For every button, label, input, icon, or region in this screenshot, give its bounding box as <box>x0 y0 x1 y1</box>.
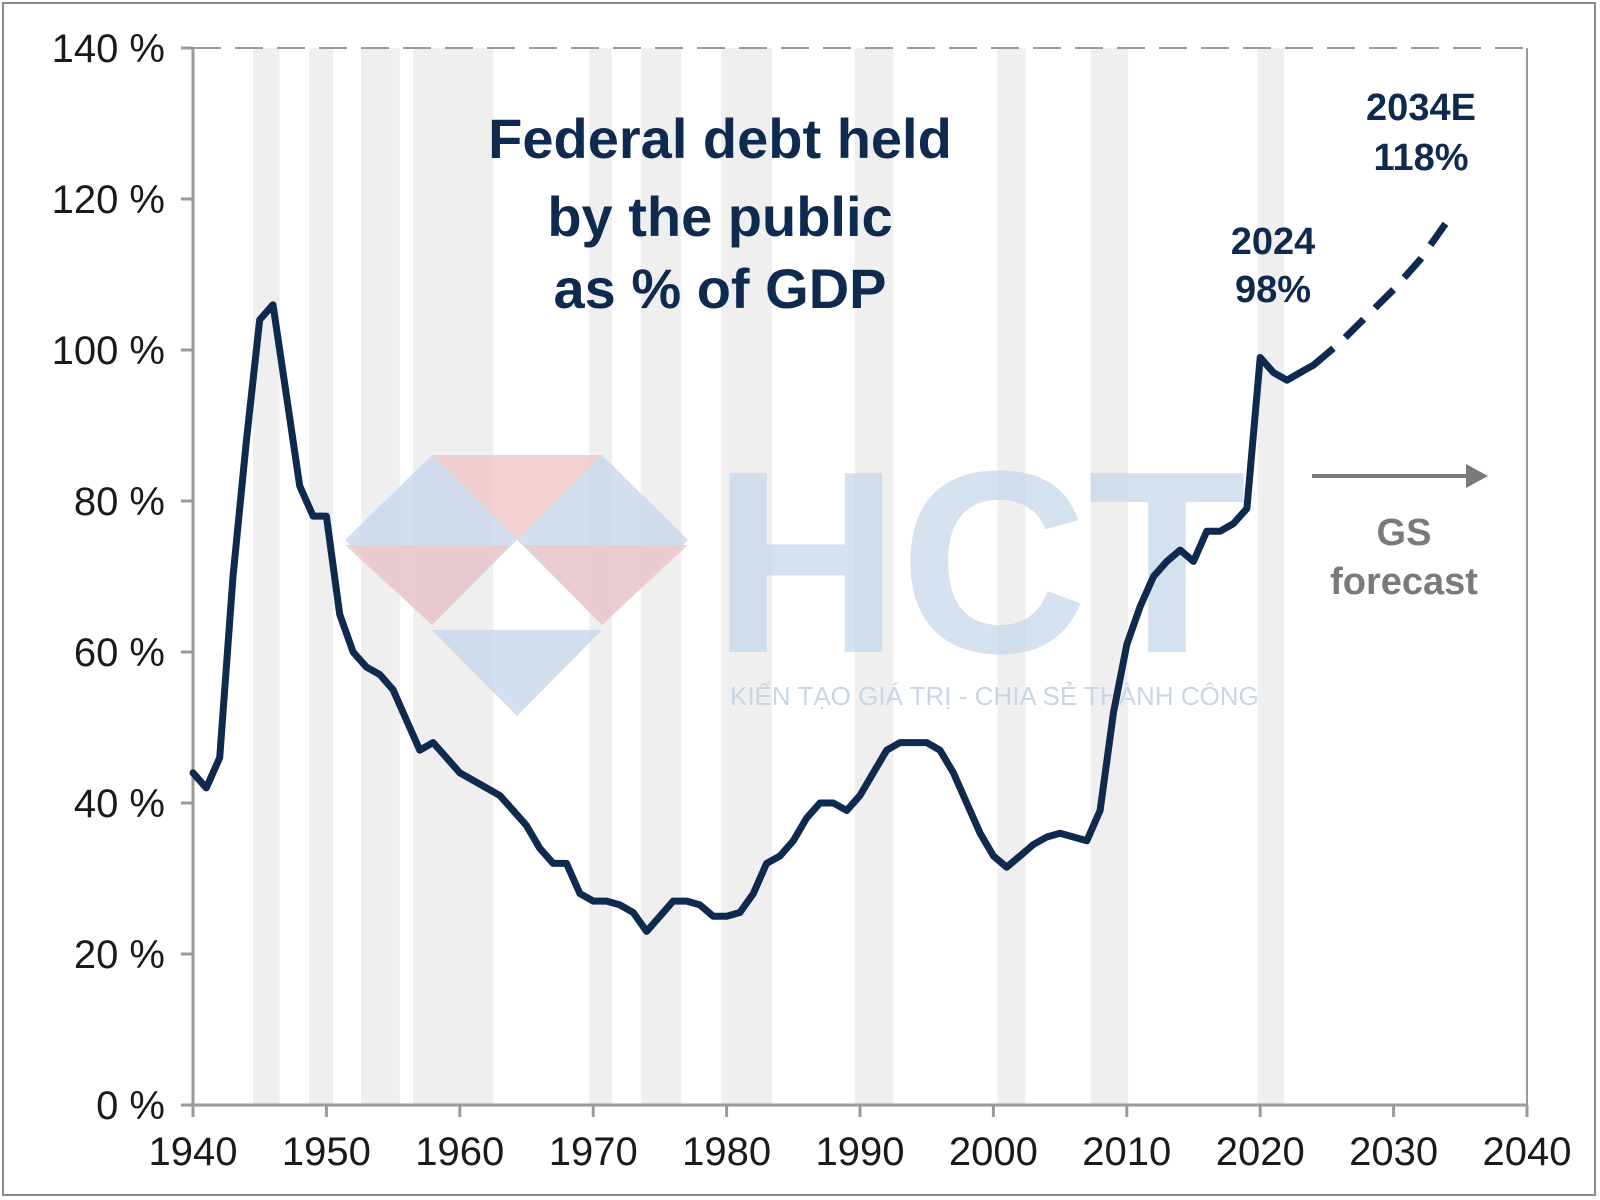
watermark-letters: HCT <box>712 418 1246 708</box>
title-line-2: by the public <box>547 185 892 248</box>
x-tick-label-8: 2020 <box>1216 1130 1305 1174</box>
annotation-2024: 2024 98% <box>1231 221 1316 311</box>
title-line-3: as % of GDP <box>554 257 887 320</box>
series-lines <box>189 211 1458 935</box>
recession-band-7 <box>854 48 894 1105</box>
x-tick-label-4: 1980 <box>682 1130 771 1174</box>
x-tick-label-7: 2010 <box>1082 1130 1171 1174</box>
y-tick-label-7: 140 % <box>52 27 165 71</box>
x-tick-label-1: 1950 <box>282 1130 371 1174</box>
x-tick-label-0: 1940 <box>149 1130 238 1174</box>
recession-band-0 <box>253 48 280 1105</box>
recession-band-1 <box>309 48 334 1105</box>
x-tick-label-5: 1990 <box>816 1130 905 1174</box>
recession-band-8 <box>997 48 1026 1105</box>
gs-forecast-label: GS forecast <box>1312 464 1488 603</box>
y-tick-label-4: 80 % <box>74 480 165 524</box>
watermark-triangle-right <box>524 545 688 625</box>
watermark-tagline: KIẾN TẠO GIÁ TRỊ - CHIA SẺ THÀNH CÔNG <box>730 681 1259 711</box>
watermark-diamond-bottom <box>432 630 602 716</box>
recession-band-9 <box>1090 48 1129 1105</box>
y-axis-ticks: 0 % 20 % 40 % 60 % 80 % 100 % 120 % 140 % <box>52 27 193 1128</box>
recession-band-6 <box>721 48 772 1105</box>
annotation-2024-year: 2024 <box>1231 221 1316 263</box>
x-tick-label-2: 1960 <box>415 1130 504 1174</box>
recession-band-10 <box>1257 48 1285 1105</box>
forecast-arrow-head <box>1466 464 1488 488</box>
x-axis-ticks: 1940 1950 1960 1970 1980 1990 2000 2010 2020 2030… <box>149 1105 1572 1174</box>
hct-watermark: HCT KIẾN TẠO GIÁ TRỊ - CHIA SẺ THÀNH CÔN… <box>345 418 1259 716</box>
gs-forecast-line-2: forecast <box>1330 561 1478 603</box>
y-tick-label-3: 60 % <box>74 631 165 675</box>
y-tick-label-6: 120 % <box>52 178 165 222</box>
x-tick-label-10: 2040 <box>1483 1130 1572 1174</box>
y-tick-label-5: 100 % <box>52 329 165 373</box>
annotation-2034-year: 2034E <box>1366 87 1476 129</box>
x-tick-label-6: 2000 <box>949 1130 1038 1174</box>
forecast-line <box>1311 211 1458 368</box>
annotation-2024-value: 98% <box>1235 269 1311 311</box>
gs-forecast-line-1: GS <box>1377 512 1432 554</box>
watermark-diamond-right <box>517 455 688 625</box>
historical-line <box>189 301 1318 935</box>
x-tick-label-3: 1970 <box>549 1130 638 1174</box>
y-tick-label-0: 0 % <box>96 1084 165 1128</box>
annotation-2034-value: 118% <box>1373 137 1468 179</box>
x-tick-label-9: 2030 <box>1349 1130 1438 1174</box>
watermark-triangle-top <box>432 455 602 540</box>
watermark-diamond-left <box>345 455 517 625</box>
chart-title: Federal debt held by the public as % of … <box>488 107 952 320</box>
title-line-1: Federal debt held <box>488 107 952 170</box>
y-tick-label-1: 20 % <box>74 933 165 977</box>
y-tick-label-2: 40 % <box>74 782 165 826</box>
annotation-2034: 2034E 118% <box>1366 87 1476 179</box>
watermark-triangle-left <box>345 545 510 625</box>
